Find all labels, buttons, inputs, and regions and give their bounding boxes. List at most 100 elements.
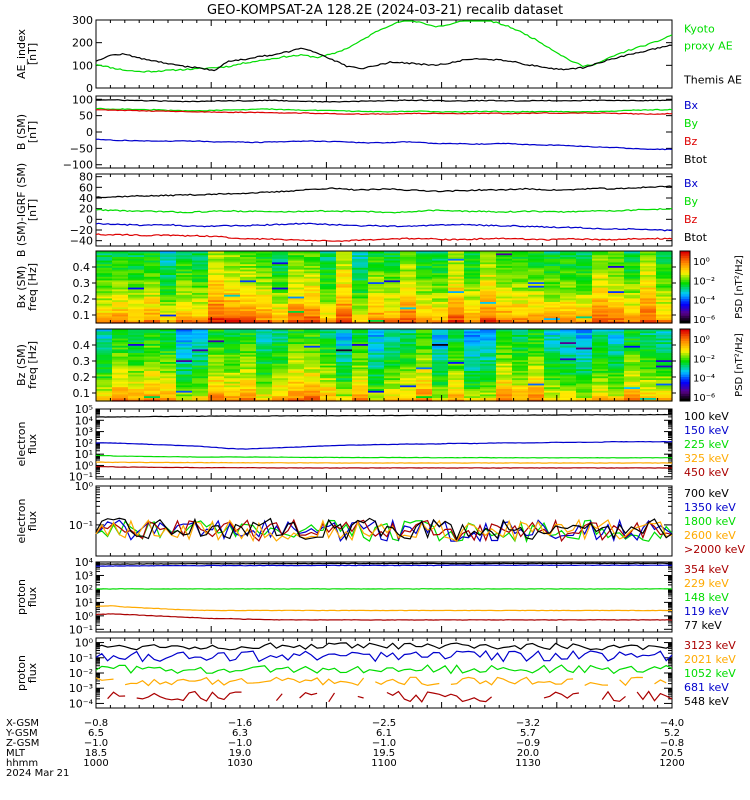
heatmap-cell: [256, 281, 273, 284]
heatmap-cell: [480, 254, 497, 257]
heatmap-cell: [304, 393, 321, 397]
heatmap-cell: [448, 281, 465, 284]
heatmap-cell: [624, 343, 641, 346]
colorbar-cell: [680, 267, 690, 271]
heatmap-cell: [528, 341, 545, 344]
heatmap-cell: [640, 375, 657, 379]
heatmap-cell: [592, 288, 609, 292]
heatmap-cell: [368, 383, 385, 386]
heatmap-cell: [544, 357, 561, 361]
heatmap-cell: [512, 359, 529, 362]
y-tick-label: 10⁴: [75, 556, 94, 569]
heatmap-cell: [432, 303, 449, 306]
heatmap-cell: [496, 388, 513, 391]
heatmap-cell: [608, 390, 625, 393]
heatmap-cell: [192, 310, 209, 313]
y-tick-label: 0: [86, 213, 93, 226]
y-tick-label: 0: [86, 82, 93, 95]
heatmap-cell: [416, 350, 433, 353]
heatmap-cell: [160, 361, 177, 364]
heatmap-cell: [544, 321, 561, 324]
heatmap-cell: [112, 301, 129, 304]
heatmap-cell: [656, 294, 673, 297]
panel-frame: [95, 95, 673, 169]
heatmap-cell: [496, 305, 513, 308]
heatmap-cell: [128, 281, 145, 284]
heatmap-cell: [496, 303, 513, 306]
heatmap-cell: [432, 254, 449, 257]
heatmap-cell: [528, 379, 545, 382]
heatmap-cell: [352, 308, 369, 311]
heatmap-cell: [400, 350, 417, 353]
heatmap-cell: [224, 359, 241, 362]
heatmap-cell: [416, 252, 433, 256]
heatmap-cell: [544, 366, 561, 370]
colorbar-cell: [680, 258, 690, 262]
heatmap-cell: [384, 299, 401, 302]
heatmap-cell: [576, 296, 593, 299]
heatmap-cell: [144, 363, 161, 366]
heatmap-cell: [368, 265, 385, 268]
heatmap-cell: [208, 312, 225, 315]
heatmap-cell: [400, 386, 417, 389]
heatmap-cell: [400, 290, 417, 293]
heatmap-cell: [160, 263, 177, 266]
heatmap-cell: [432, 356, 449, 359]
heatmap-cell: [464, 390, 481, 393]
heatmap-cell: [272, 278, 289, 281]
heatmap-cell: [144, 383, 161, 386]
heatmap-cell: [416, 288, 433, 292]
heatmap-cell: [576, 258, 593, 261]
heatmap-cell: [576, 339, 593, 343]
colorbar-cell: [680, 345, 690, 349]
heatmap-cell: [224, 368, 241, 371]
heatmap-cell: [208, 274, 225, 277]
heatmap-cell: [496, 383, 513, 386]
heatmap-cell: [592, 345, 609, 348]
y-tick-label: 10⁻²: [69, 667, 93, 680]
heatmap-cell: [384, 272, 401, 275]
heatmap-cell: [368, 368, 385, 371]
heatmap-cell: [160, 278, 177, 281]
heatmap-cell: [352, 357, 369, 361]
colorbar-cell: [680, 343, 690, 347]
heatmap-cell: [544, 379, 561, 382]
heatmap-cell: [400, 297, 417, 301]
heatmap-cell: [208, 350, 225, 353]
heatmap-cell: [432, 363, 449, 366]
xaxis-value: −3.2: [516, 718, 540, 729]
heatmap-cell: [528, 388, 545, 391]
heatmap-cell: [656, 348, 673, 352]
heatmap-cell: [416, 368, 433, 371]
heatmap-cell: [384, 315, 401, 319]
heatmap-cell: [144, 254, 161, 257]
heatmap-cell: [400, 278, 417, 281]
heatmap-cell: [384, 267, 401, 270]
heatmap-cell: [176, 368, 193, 371]
heatmap-cell: [528, 281, 545, 284]
colorbar-frame: [679, 328, 691, 402]
heatmap-cell: [640, 381, 657, 384]
heatmap-cell: [592, 377, 609, 380]
heatmap-cell: [496, 330, 513, 334]
heatmap-cell: [416, 315, 433, 319]
colorbar-cell: [680, 398, 690, 402]
heatmap-cell: [128, 352, 145, 355]
heatmap-cell: [592, 332, 609, 335]
heatmap-cell: [304, 381, 321, 384]
heatmap-cell: [432, 361, 449, 364]
heatmap-cell: [336, 251, 353, 254]
heatmap-cell: [144, 290, 161, 293]
heatmap-cell: [336, 254, 353, 257]
heatmap-cell: [624, 399, 641, 402]
heatmap-cell: [272, 354, 289, 357]
heatmap-cell: [320, 287, 337, 290]
heatmap-cell: [272, 305, 289, 308]
heatmap-cell: [336, 283, 353, 286]
heatmap-cell: [560, 310, 577, 313]
heatmap-cell: [256, 251, 273, 254]
heatmap-cell: [368, 379, 385, 382]
heatmap-cell: [240, 252, 257, 256]
heatmap-cell: [240, 345, 257, 348]
heatmap-cell: [496, 345, 513, 348]
